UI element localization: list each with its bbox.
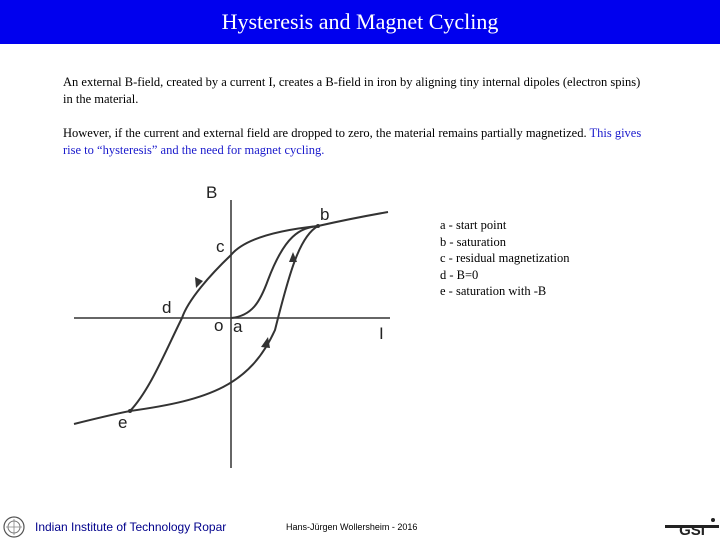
paragraph-hysteresis-text: However, if the current and external fie… bbox=[63, 126, 587, 140]
gsi-logo-text: GSI bbox=[679, 522, 705, 538]
footer-institute: Indian Institute of Technology Ropar bbox=[35, 520, 227, 534]
axis-label-b: B bbox=[206, 183, 217, 202]
arrow-up-initial bbox=[289, 252, 297, 262]
slide-title: Hysteresis and Magnet Cycling bbox=[221, 9, 499, 34]
legend-item-d: d - B=0 bbox=[440, 267, 479, 282]
legend-item-c: c - residual magnetization bbox=[440, 251, 570, 265]
arrow-down-descending bbox=[195, 277, 203, 288]
paragraph-hysteresis: However, if the current and external fie… bbox=[63, 125, 653, 159]
point-label-a: a bbox=[233, 317, 243, 336]
arrow-up-ascending bbox=[261, 337, 270, 348]
institute-emblem-icon bbox=[3, 516, 25, 538]
point-marker-b bbox=[316, 224, 320, 228]
descending-branch bbox=[129, 225, 319, 412]
legend-item-a: a - start point bbox=[440, 218, 507, 232]
paragraph-intro: An external B-field, created by a curren… bbox=[63, 75, 641, 106]
point-label-c: c bbox=[216, 237, 225, 256]
initial-curve bbox=[230, 225, 319, 319]
upper-saturation-line bbox=[317, 211, 389, 227]
legend: a - start point b - saturation c - resid… bbox=[440, 217, 569, 300]
point-label-b: b bbox=[320, 205, 329, 224]
legend-item-e: e - saturation with -B bbox=[440, 284, 547, 298]
axis-label-i: I bbox=[379, 324, 384, 343]
paragraph-hysteresis-highlight: This gives rise to “hysteresis” and the … bbox=[63, 126, 642, 157]
footer-author: Hans-Jürgen Wollersheim - 2016 bbox=[286, 522, 418, 532]
gsi-logo: GSI bbox=[665, 518, 719, 538]
title-bar: Hysteresis and Magnet Cycling bbox=[0, 0, 720, 44]
point-marker-e bbox=[128, 409, 132, 413]
point-label-e: e bbox=[118, 413, 127, 432]
lower-saturation-line bbox=[73, 410, 131, 425]
ascending-branch bbox=[129, 225, 319, 412]
point-label-o: o bbox=[214, 316, 223, 335]
point-label-d: d bbox=[162, 298, 171, 317]
legend-item-b: b - saturation bbox=[440, 234, 506, 249]
